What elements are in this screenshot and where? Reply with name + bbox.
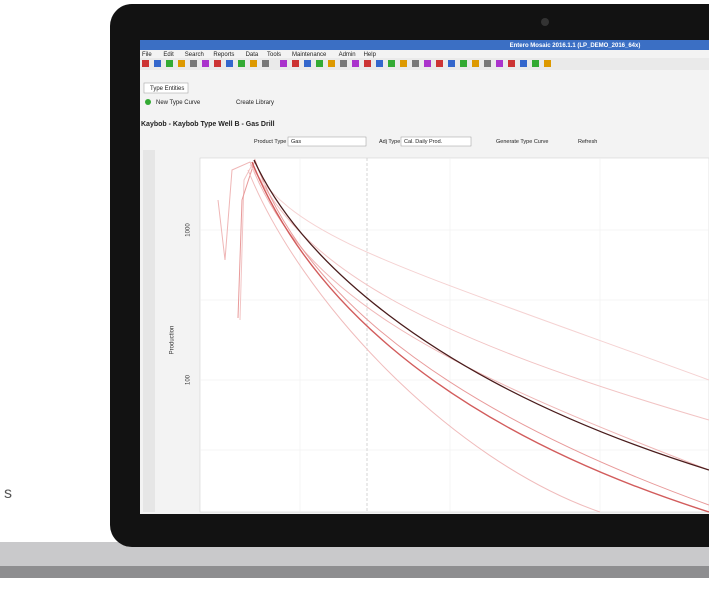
action[interactable]: Create Library bbox=[236, 100, 274, 106]
page: s Entero Mosaic 2016.1.1 (LP_DEMO_2016_6… bbox=[0, 0, 709, 585]
toolbar-icon[interactable] bbox=[262, 60, 269, 67]
menu-item[interactable]: Maintenance bbox=[292, 52, 327, 58]
toolbar-icon[interactable] bbox=[166, 60, 173, 67]
toolbar-icon[interactable] bbox=[508, 60, 515, 67]
dropdown-value: Cal. Daily Prod. bbox=[404, 139, 443, 145]
toolbar-icon[interactable] bbox=[424, 60, 431, 67]
menu-item[interactable]: Admin bbox=[339, 52, 356, 58]
menu-item[interactable]: Tools bbox=[267, 52, 281, 58]
toolbar-icon[interactable] bbox=[142, 60, 149, 67]
toolbar-icon[interactable] bbox=[364, 60, 371, 67]
toolbar-icon[interactable] bbox=[532, 60, 539, 67]
toolbar-icon[interactable] bbox=[190, 60, 197, 67]
menu-item[interactable]: Search bbox=[185, 52, 204, 58]
label: Adj Type bbox=[379, 139, 400, 145]
tab-label: Type Entities bbox=[150, 86, 184, 92]
icon bbox=[145, 99, 151, 105]
toolbar-icon[interactable] bbox=[280, 60, 287, 67]
toolbar-icon[interactable] bbox=[154, 60, 161, 67]
toolbar-icon[interactable] bbox=[496, 60, 503, 67]
toolbar-icon[interactable] bbox=[292, 60, 299, 67]
toolbar-icon[interactable] bbox=[304, 60, 311, 67]
toolbar-icon[interactable] bbox=[226, 60, 233, 67]
menu-item[interactable]: Data bbox=[246, 52, 259, 58]
toolbar-icon[interactable] bbox=[250, 60, 257, 67]
toolbar-icon[interactable] bbox=[238, 60, 245, 67]
button[interactable]: Refresh bbox=[578, 139, 597, 145]
window-title: Entero Mosaic 2016.1.1 (LP_DEMO_2016_64x… bbox=[510, 43, 641, 49]
side-toolbar bbox=[143, 150, 155, 512]
menu-item[interactable]: File bbox=[142, 52, 152, 58]
toolbar-icon[interactable] bbox=[448, 60, 455, 67]
toolbar-icon[interactable] bbox=[460, 60, 467, 67]
page-fragment: s bbox=[4, 485, 12, 502]
toolbar-icon[interactable] bbox=[214, 60, 221, 67]
action[interactable]: New Type Curve bbox=[156, 100, 201, 106]
toolbar-icon[interactable] bbox=[178, 60, 185, 67]
y-tick-label: 1000 bbox=[186, 223, 192, 237]
heading: Kaybob - Kaybob Type Well B - Gas Drill bbox=[141, 121, 275, 128]
toolbar-icon[interactable] bbox=[316, 60, 323, 67]
camera bbox=[541, 18, 549, 26]
toolbar-icon[interactable] bbox=[436, 60, 443, 67]
laptop-base-edge bbox=[0, 566, 709, 578]
toolbar-icon[interactable] bbox=[340, 60, 347, 67]
button[interactable]: Generate Type Curve bbox=[496, 139, 548, 145]
dropdown-value: Gas bbox=[291, 139, 301, 145]
toolbar-icon[interactable] bbox=[352, 60, 359, 67]
toolbar-icons bbox=[142, 60, 551, 67]
toolbar-icon[interactable] bbox=[520, 60, 527, 67]
laptop-photo: s Entero Mosaic 2016.1.1 (LP_DEMO_2016_6… bbox=[0, 0, 709, 585]
toolbar-icon[interactable] bbox=[376, 60, 383, 67]
menu-item[interactable]: Edit bbox=[163, 52, 174, 58]
menu-item[interactable]: Reports bbox=[213, 52, 234, 58]
y-tick-label: 100 bbox=[186, 374, 192, 385]
toolbar-icon[interactable] bbox=[400, 60, 407, 67]
toolbar-icon[interactable] bbox=[472, 60, 479, 67]
label: Product Type bbox=[254, 139, 286, 145]
toolbar-icon[interactable] bbox=[388, 60, 395, 67]
toolbar-icon[interactable] bbox=[484, 60, 491, 67]
y-axis-label: Production bbox=[170, 326, 176, 355]
toolbar-icon[interactable] bbox=[544, 60, 551, 67]
toolbar-icon[interactable] bbox=[328, 60, 335, 67]
toolbar-icon[interactable] bbox=[202, 60, 209, 67]
toolbar-icon[interactable] bbox=[412, 60, 419, 67]
menu-item[interactable]: Help bbox=[364, 52, 377, 58]
